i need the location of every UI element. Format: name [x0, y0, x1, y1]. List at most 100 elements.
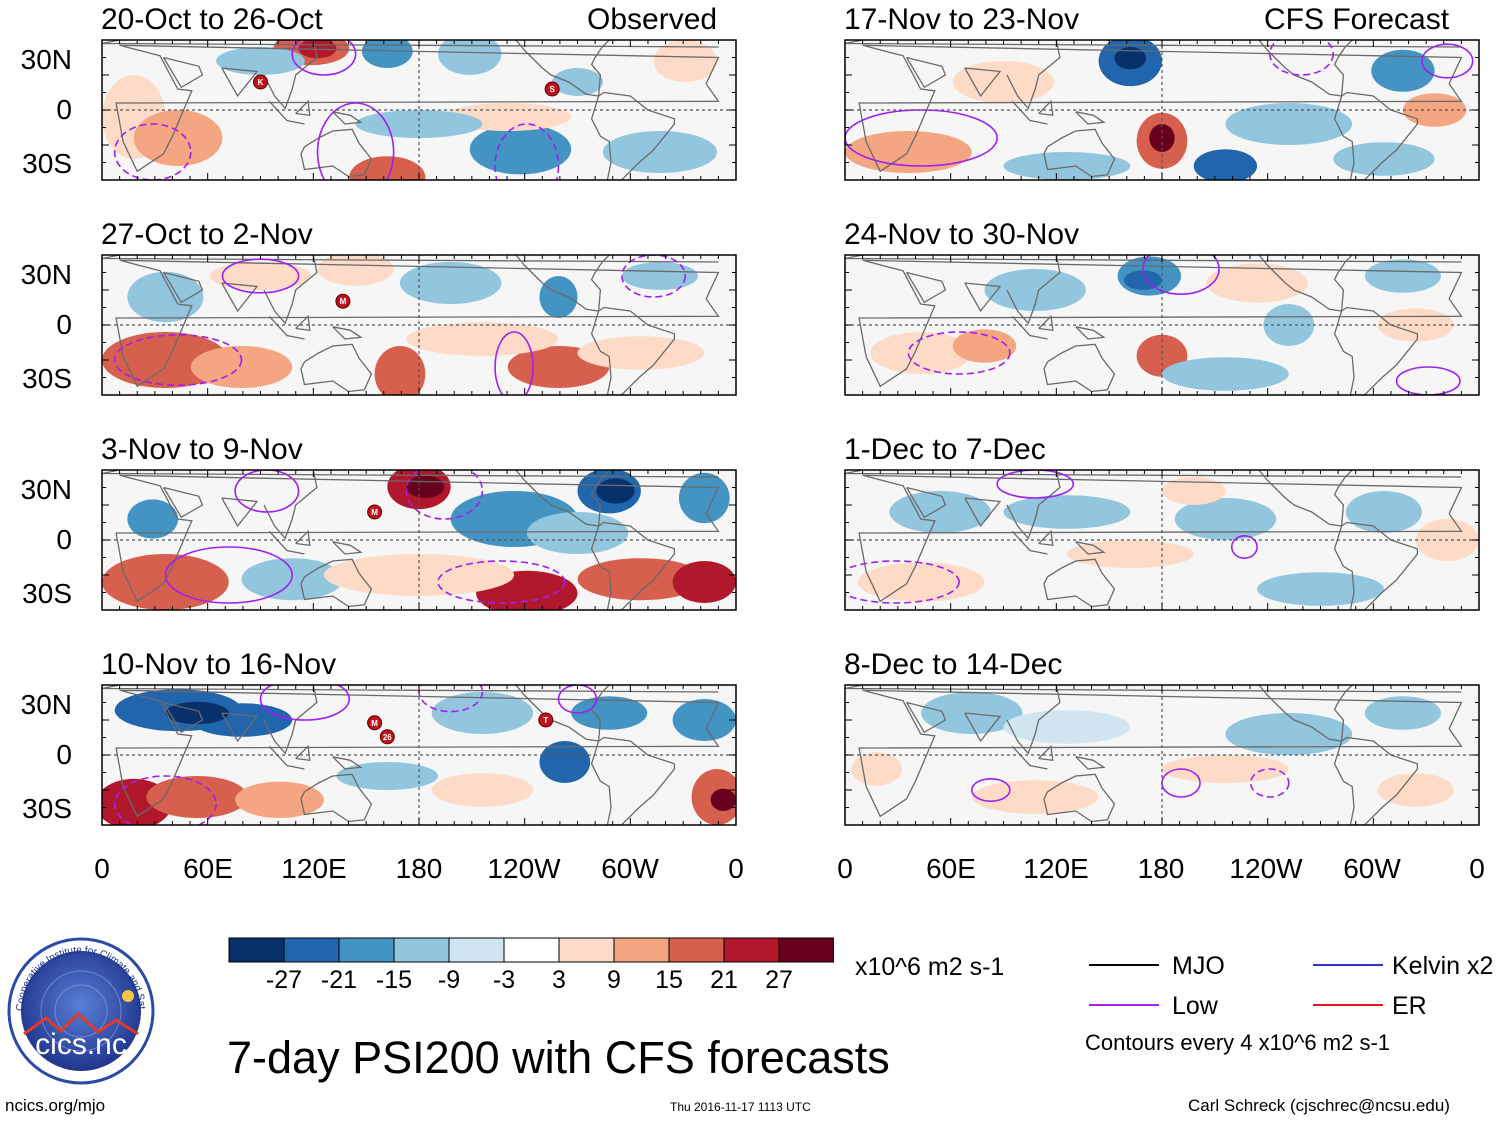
coastline — [1043, 773, 1116, 823]
low-contour — [291, 40, 357, 76]
low-contour — [234, 470, 300, 513]
low-contour — [259, 685, 351, 721]
coastline — [221, 497, 259, 528]
map-panel-right-3 — [844, 684, 1480, 826]
coastline — [295, 744, 311, 762]
anomaly-shading — [374, 346, 426, 395]
low-contour — [1142, 255, 1220, 295]
anomaly-shading — [1345, 491, 1422, 533]
coastline — [845, 470, 1462, 478]
anomaly-shading — [1377, 773, 1454, 807]
coastline — [964, 67, 1002, 98]
coastline — [845, 685, 1462, 693]
colorbar-units: x10^6 m2 s-1 — [855, 953, 1005, 981]
coastline — [115, 689, 720, 818]
y-label-30s: 30S — [22, 148, 72, 179]
coastline — [115, 44, 720, 173]
anomaly-shading — [577, 558, 705, 601]
coastline — [263, 40, 318, 110]
x-label-180: 180 — [1137, 853, 1185, 884]
legend-label-er: ER — [1392, 992, 1427, 1020]
coastline — [163, 271, 204, 304]
coastline — [590, 91, 676, 180]
panel-title-right-2: 24-Nov to 30-Nov — [844, 218, 1080, 251]
legend-label-mjo: MJO — [1172, 952, 1225, 980]
low-contour — [557, 685, 598, 714]
map-panel-left-0: KS — [101, 39, 737, 181]
coastline — [1043, 128, 1116, 178]
coastline — [295, 314, 311, 332]
colorbar-swatch — [283, 937, 340, 963]
x-label-0: 0 — [94, 853, 110, 884]
colorbar-label: 9 — [607, 966, 621, 994]
low-contour — [494, 123, 560, 180]
colorbar-swatch — [613, 937, 670, 963]
coastline — [268, 100, 305, 125]
x-label-0-end: 0 — [1469, 853, 1485, 884]
storm-marker: T — [538, 712, 554, 728]
low-contour — [405, 470, 484, 520]
colorbar-label: -15 — [375, 966, 413, 994]
coastline — [332, 756, 363, 770]
coastline — [263, 685, 318, 755]
y-label-0: 0 — [56, 524, 72, 555]
coastline — [295, 529, 311, 547]
coastline — [102, 255, 719, 263]
y-label-30s: 30S — [22, 363, 72, 394]
coastline — [102, 685, 719, 693]
low-contour — [221, 258, 300, 294]
y-label-30n: 30N — [20, 44, 72, 75]
coastline — [1075, 541, 1106, 555]
storm-marker: M — [367, 715, 383, 731]
anomaly-shading — [216, 47, 305, 75]
observed-label: Observed — [587, 3, 718, 36]
anomaly-shading — [336, 762, 439, 790]
x-label-60w: 60W — [1343, 853, 1401, 884]
y-label-30n: 30N — [20, 689, 72, 720]
anomaly-shading — [602, 131, 717, 173]
coastline — [1258, 470, 1353, 527]
anomaly-shading — [1371, 49, 1435, 92]
colorbar-swatch — [778, 937, 834, 963]
anomaly-shading — [552, 68, 603, 96]
anomaly-shading — [1003, 710, 1131, 744]
x-label-120w: 120W — [487, 853, 561, 884]
panel-title-right-3: 1-Dec to 7-Dec — [844, 433, 1046, 466]
coastline — [1258, 255, 1353, 312]
coastline — [906, 486, 947, 519]
low-contour — [113, 123, 192, 180]
anomaly-shading — [1263, 304, 1315, 346]
anomaly-shading — [971, 780, 1099, 814]
map-panel-right-0 — [844, 39, 1480, 181]
anomaly-shading — [539, 276, 578, 318]
forecast-label: CFS Forecast — [1264, 3, 1450, 36]
panel-title-left-3: 3-Nov to 9-Nov — [101, 433, 303, 466]
anomaly-shading — [431, 692, 534, 734]
y-label-30s: 30S — [22, 578, 72, 609]
coastline — [1006, 40, 1061, 110]
y-label-30n: 30N — [20, 474, 72, 505]
legend-label-low: Low — [1172, 992, 1218, 1020]
coastline — [1011, 315, 1048, 340]
anomaly-shading — [857, 562, 985, 602]
coastline — [263, 255, 318, 325]
anomaly-shading — [1206, 263, 1308, 303]
coastline — [1075, 756, 1106, 770]
coastline — [515, 40, 610, 97]
coastline — [1011, 100, 1048, 125]
storm-marker: K — [253, 74, 268, 90]
coastline — [1011, 530, 1048, 555]
colorbar-label: -3 — [492, 966, 516, 994]
anomaly-shading — [984, 269, 1086, 311]
low-contour — [845, 109, 998, 167]
coastline — [964, 282, 1002, 313]
storm-marker-letter: 26 — [383, 733, 392, 742]
storm-marker-letter: T — [543, 716, 548, 725]
anomaly-shading — [317, 255, 394, 286]
low-contour — [970, 777, 1011, 802]
anomaly-shading — [870, 332, 972, 374]
low-contour — [316, 102, 395, 180]
storm-marker-letter: M — [371, 508, 378, 517]
footer-url: ncics.org/mjo — [5, 1096, 106, 1115]
